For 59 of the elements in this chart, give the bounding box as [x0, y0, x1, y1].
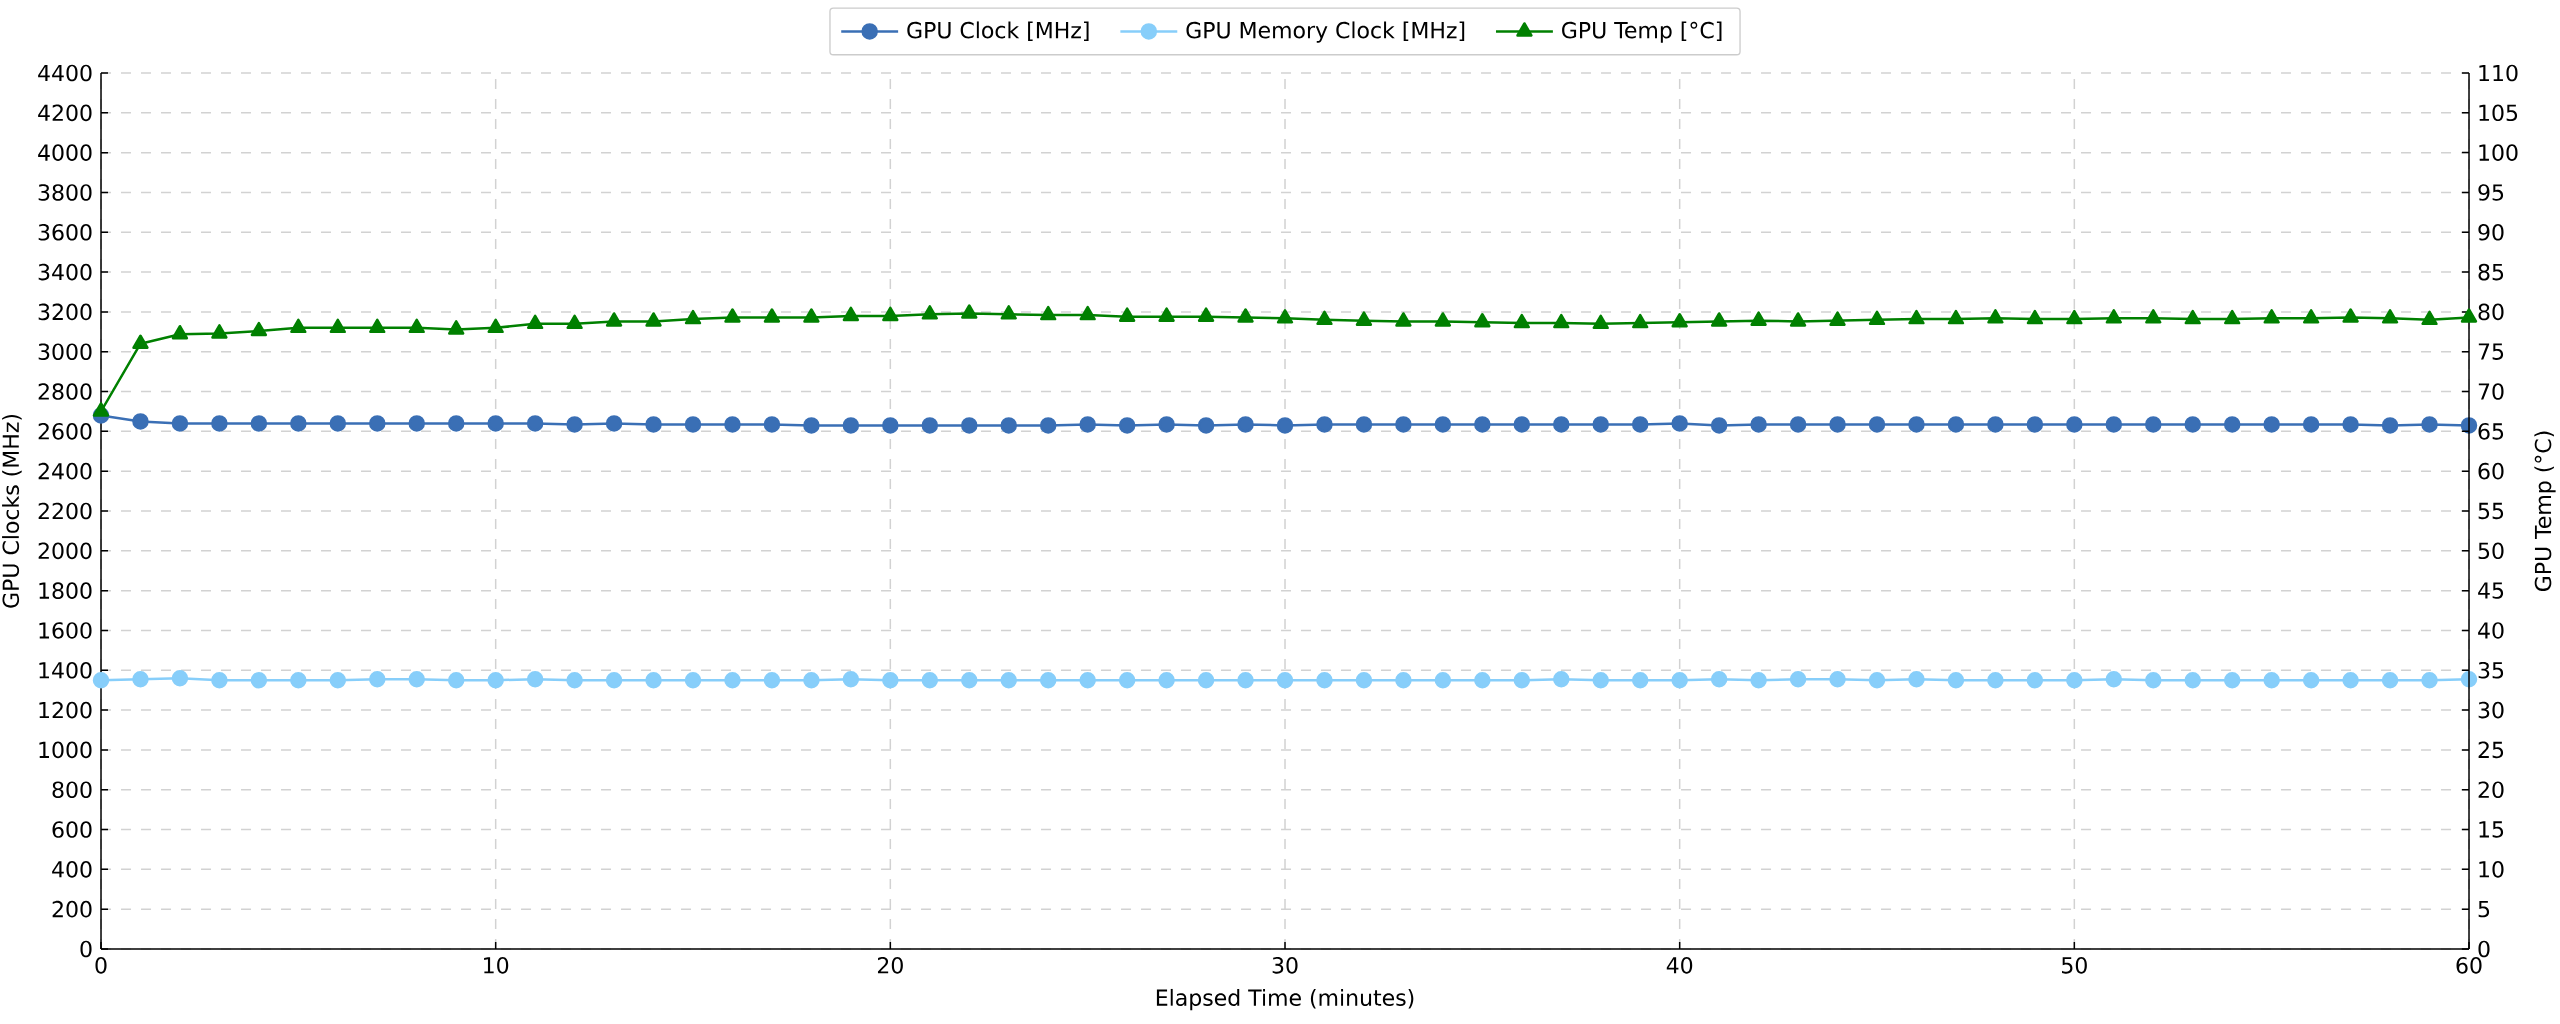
x-tick-label: 30 — [1272, 957, 1298, 974]
y2-tick-label: 110 — [2479, 64, 2518, 82]
x-tick-label: 10 — [484, 957, 509, 974]
y2-tick-label: 75 — [2478, 343, 2504, 360]
x-tick-label: 20 — [877, 957, 903, 974]
y-tick-label: 4200 — [38, 104, 92, 122]
y-tick-label: 200 — [52, 900, 92, 918]
legend-label: GPU Memory Clock [MHz] — [1186, 21, 1465, 43]
y-tick-label: 2200 — [38, 502, 92, 520]
y2-tick-label: 0 — [2478, 940, 2490, 958]
y-tick-label: 800 — [52, 781, 92, 799]
y-tick-label: 1600 — [39, 622, 92, 639]
y2-tick-label: 40 — [2478, 622, 2504, 639]
y2-tick-label: 65 — [2478, 423, 2504, 440]
y2-tick-label: 25 — [2478, 741, 2504, 759]
y2-tick-label: 70 — [2478, 383, 2504, 400]
x-tick-label: 0 — [95, 957, 107, 974]
y2-axis-title: GPU Temp (°C) — [2534, 431, 2556, 592]
y2-tick-label: 5 — [2478, 900, 2490, 918]
y2-tick-label: 85 — [2478, 263, 2504, 281]
y-tick-label: 4400 — [38, 64, 92, 82]
y2-tick-label: 35 — [2478, 661, 2504, 679]
legend-label: GPU Temp [°C] — [1562, 21, 1722, 43]
y2-tick-label: 20 — [2478, 781, 2504, 799]
y-tick-label: 1800 — [39, 582, 92, 599]
y2-tick-label: 15 — [2479, 821, 2504, 838]
x-tick-label: 50 — [2062, 957, 2087, 974]
y2-tick-label: 45 — [2478, 582, 2504, 599]
y-tick-label: 2600 — [38, 423, 92, 440]
y2-tick-label: 10 — [2479, 861, 2504, 878]
y2-tick-label: 60 — [2478, 462, 2504, 480]
y-tick-label: 3200 — [38, 303, 92, 321]
y-tick-label: 4000 — [38, 144, 92, 161]
y2-tick-label: 90 — [2478, 223, 2504, 241]
legend-label: GPU Clock [MHz] — [907, 21, 1089, 42]
y-tick-label: 3800 — [38, 184, 92, 201]
y-tick-label: 600 — [52, 821, 92, 838]
y-tick-label: 1200 — [39, 701, 92, 719]
y-tick-label: 2400 — [38, 462, 92, 480]
y-tick-label: 2800 — [38, 383, 92, 400]
y-tick-label: 1000 — [39, 741, 92, 759]
y-tick-label: 3400 — [38, 263, 92, 281]
y-tick-label: 3600 — [38, 223, 92, 241]
y2-tick-label: 100 — [2479, 144, 2518, 161]
y2-tick-label: 55 — [2478, 502, 2504, 520]
y-tick-label: 0 — [80, 940, 92, 958]
x-axis-title: Elapsed Time (minutes) — [1156, 988, 1414, 1011]
y2-tick-label: 80 — [2478, 303, 2504, 321]
y2-tick-label: 95 — [2478, 184, 2504, 201]
y-axis-title: GPU Clocks (MHz) — [2, 414, 22, 608]
y2-tick-label: 30 — [2478, 701, 2504, 719]
x-tick-label: 40 — [1666, 957, 1693, 974]
y-tick-label: 2000 — [38, 542, 92, 560]
y-tick-label: 400 — [52, 861, 92, 878]
y2-tick-label: 50 — [2478, 542, 2504, 560]
y-tick-label: 3000 — [38, 343, 92, 361]
x-tick-label: 60 — [2456, 957, 2482, 974]
y-tick-label: 1400 — [39, 661, 92, 679]
y2-tick-label: 105 — [2479, 104, 2518, 122]
